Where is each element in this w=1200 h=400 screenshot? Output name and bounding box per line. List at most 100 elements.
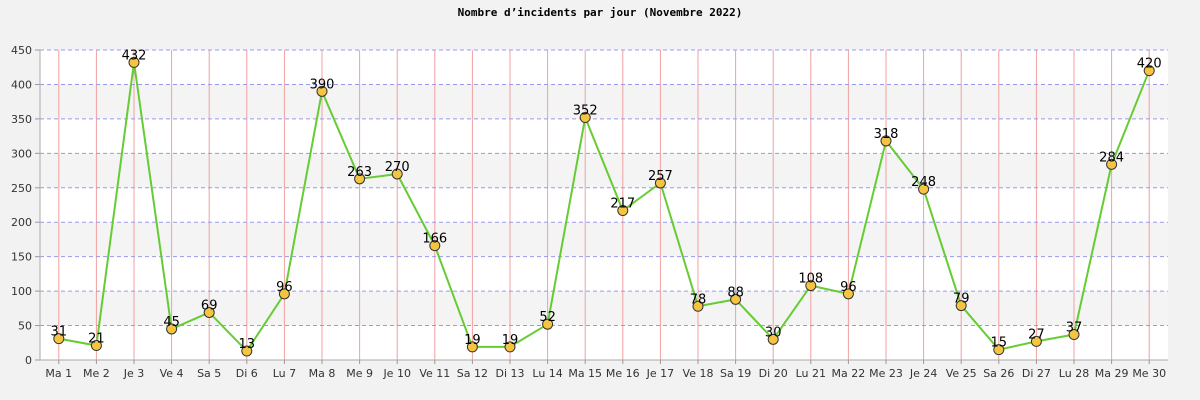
data-label: 88: [727, 285, 744, 300]
data-label: 31: [51, 325, 68, 340]
y-tick-label: 450: [11, 44, 32, 57]
data-point: [993, 344, 1005, 356]
x-tick-label: Ma 22: [832, 367, 866, 380]
x-tick-label: Sa 12: [457, 367, 488, 380]
data-label: 318: [874, 127, 899, 142]
data-label: 19: [502, 333, 519, 348]
x-tick-label: Ma 8: [309, 367, 336, 380]
y-tick-label: 350: [11, 113, 32, 126]
data-point: [504, 341, 516, 353]
x-tick-label: Ma 15: [568, 367, 602, 380]
data-label: 108: [798, 272, 823, 287]
x-tick-label: Ma 1: [45, 367, 72, 380]
x-tick-label: Me 16: [606, 367, 640, 380]
y-tick-label: 200: [11, 216, 32, 229]
data-point: [391, 168, 403, 180]
data-point: [354, 173, 366, 185]
grid-band: [40, 291, 1168, 326]
x-tick-label: Di 27: [1022, 367, 1051, 380]
x-tick-label: Je 24: [909, 367, 938, 380]
data-label: 69: [201, 298, 218, 313]
data-label: 432: [122, 48, 147, 63]
data-point: [1106, 158, 1118, 170]
data-point: [805, 280, 817, 292]
x-tick-label: Ve 4: [160, 367, 184, 380]
data-label: 390: [310, 77, 335, 92]
data-label: 352: [573, 104, 598, 119]
y-tick-label: 50: [18, 320, 32, 333]
data-point: [278, 288, 290, 300]
data-label: 420: [1137, 57, 1162, 72]
data-label: 15: [991, 336, 1008, 351]
y-tick-label: 150: [11, 251, 32, 264]
data-point: [53, 333, 65, 345]
x-tick-label: Lu 21: [796, 367, 826, 380]
x-tick-label: Je 17: [646, 367, 675, 380]
data-label: 27: [1028, 327, 1045, 342]
data-point: [1030, 335, 1042, 347]
data-label: 217: [610, 197, 635, 212]
x-tick-label: Me 9: [346, 367, 373, 380]
y-tick-label: 100: [11, 285, 32, 298]
data-label: 166: [422, 232, 447, 247]
data-point: [692, 300, 704, 312]
data-label: 270: [385, 160, 410, 175]
data-point: [730, 293, 742, 305]
data-point: [918, 183, 930, 195]
data-label: 96: [276, 280, 293, 295]
data-label: 30: [765, 325, 782, 340]
data-point: [579, 112, 591, 124]
x-tick-label: Lu 28: [1059, 367, 1089, 380]
data-label: 13: [239, 337, 256, 352]
data-point: [241, 345, 253, 357]
data-point: [128, 56, 140, 68]
y-tick-label: 400: [11, 78, 32, 91]
series-line: [58, 62, 1151, 353]
data-point: [1068, 329, 1080, 341]
x-tick-label: Me 2: [83, 367, 110, 380]
x-tick-label: Lu 14: [532, 367, 562, 380]
data-point: [203, 306, 215, 318]
data-point: [166, 323, 178, 335]
y-tick-label: 300: [11, 147, 32, 160]
data-point: [767, 333, 779, 345]
x-tick-label: Sa 19: [720, 367, 751, 380]
grid-band: [40, 153, 1168, 188]
grid-band: [40, 222, 1168, 257]
data-point: [466, 341, 478, 353]
x-tick-label: Ve 25: [946, 367, 977, 380]
data-point: [429, 240, 441, 252]
data-point: [880, 135, 892, 147]
x-tick-label: Sa 5: [197, 367, 221, 380]
data-point: [654, 177, 666, 189]
data-label: 19: [464, 333, 481, 348]
y-tick-label: 250: [11, 182, 32, 195]
data-label: 79: [953, 292, 970, 307]
data-point: [842, 288, 854, 300]
data-label: 96: [840, 280, 857, 295]
x-tick-label: Di 6: [236, 367, 258, 380]
x-tick-label: Lu 7: [273, 367, 296, 380]
x-tick-label: Je 10: [382, 367, 411, 380]
x-tick-label: Ma 29: [1095, 367, 1129, 380]
data-point: [542, 318, 554, 330]
data-label: 284: [1099, 150, 1124, 165]
data-point: [90, 340, 102, 352]
x-tick-label: Ve 18: [683, 367, 714, 380]
data-label: 45: [163, 315, 180, 330]
x-tick-label: Ve 11: [419, 367, 450, 380]
data-label: 257: [648, 169, 673, 184]
x-tick-label: Sa 26: [983, 367, 1014, 380]
data-point: [1143, 65, 1155, 77]
x-tick-label: Di 20: [759, 367, 788, 380]
data-label: 263: [347, 165, 372, 180]
grid-band: [40, 84, 1168, 119]
data-label: 78: [690, 292, 707, 307]
y-tick-label: 0: [25, 354, 32, 367]
chart-title: Nombre d’incidents par jour (Novembre 20…: [457, 6, 743, 19]
data-point: [316, 85, 328, 97]
x-tick-label: Me 23: [869, 367, 903, 380]
x-tick-label: Di 13: [495, 367, 524, 380]
